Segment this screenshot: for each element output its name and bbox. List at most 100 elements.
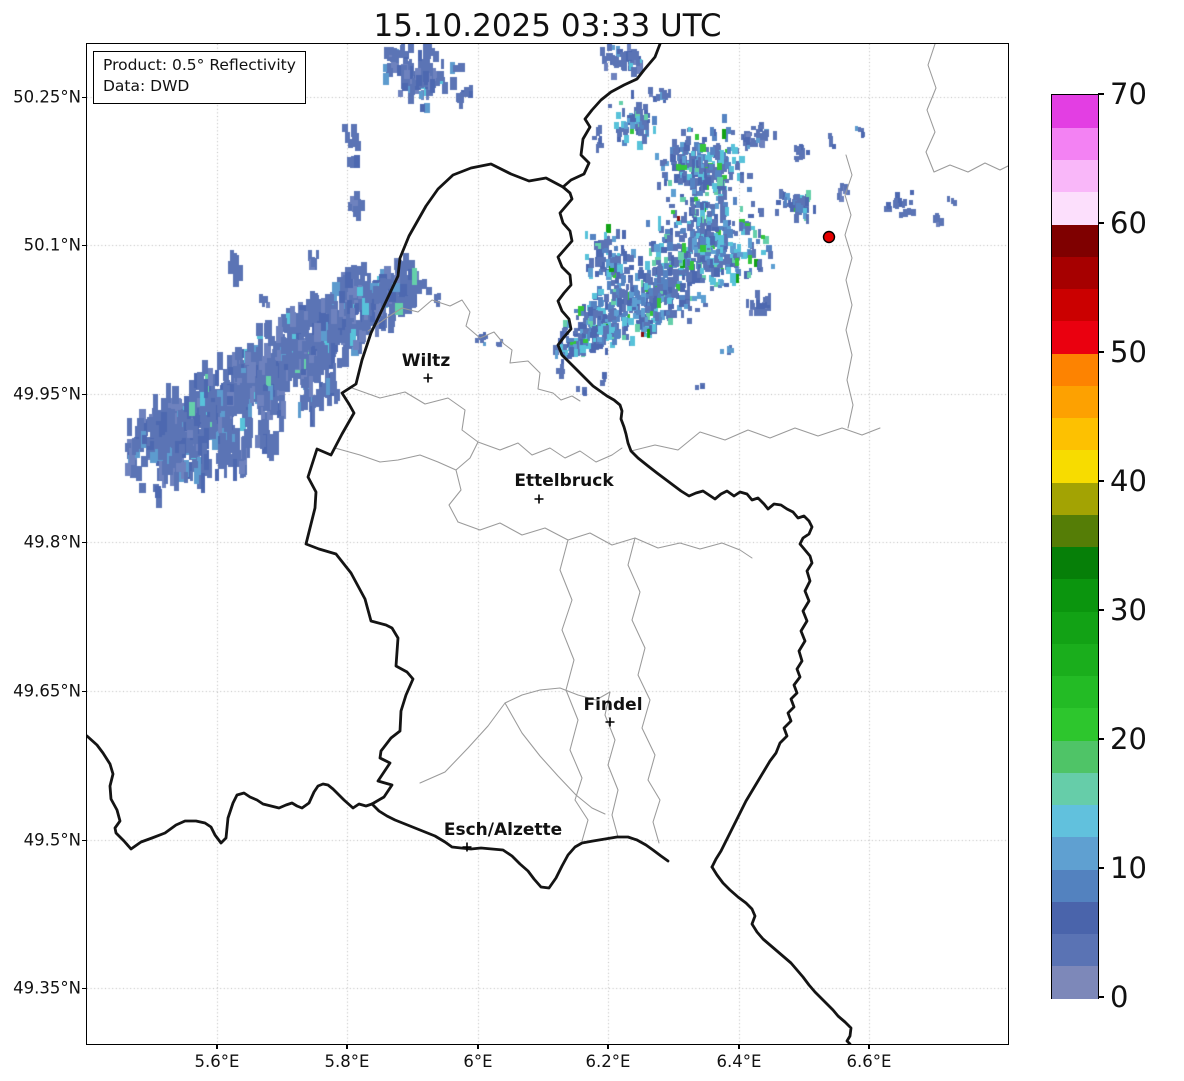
colorbar-segment [1052,772,1098,805]
product-info-box: Product: 0.5° Reflectivity Data: DWD [93,51,306,104]
colorbar-segment [1052,353,1098,386]
district-border-line [477,441,623,463]
colorbar-tick-mark [1098,738,1105,740]
product-line: Product: 0.5° Reflectivity [103,56,296,74]
colorbar-segment [1052,514,1098,547]
colorbar-segment [1052,933,1098,967]
colorbar-segment [1052,578,1098,612]
colorbar-tick-mark [1098,609,1105,611]
city-label-wiltz: Wiltz [401,351,451,371]
data-source-line: Data: DWD [103,77,190,96]
colorbar-segment [1052,482,1098,515]
reflectivity-colorbar [1051,94,1099,999]
lat-tick-label: 49.95°N [13,384,81,404]
colorbar-segment [1052,546,1098,580]
lon-tick-label: 6.2°E [585,1052,631,1071]
lat-tick-label: 50.25°N [13,87,81,107]
colorbar-tick-mark [1098,480,1105,482]
colorbar-tick-mark [1098,93,1105,95]
lat-tick-mark [82,987,87,989]
lon-tick-mark [868,1044,870,1049]
colorbar-segment [1052,320,1098,354]
colorbar-segment [1052,869,1098,902]
district-border-line [627,537,661,844]
city-marker-cross [605,717,615,727]
colorbar-segment [1052,675,1098,709]
colorbar-segment [1052,288,1098,322]
lat-tick-mark [82,96,87,98]
city-label-ettelbruck: Ettelbruck [514,471,614,491]
colorbar-segment [1052,385,1098,418]
colorbar-segment [1052,611,1098,644]
district-border-line [933,162,1008,173]
city-marker-cross [534,494,544,504]
colorbar-segment [1052,740,1098,773]
lat-tick-label: 49.65°N [13,681,81,701]
lon-tick-mark [346,1044,348,1049]
district-border-line [367,299,581,402]
country-border-line [370,802,670,890]
lat-tick-mark [82,541,87,543]
colorbar-segment [1052,643,1098,676]
lat-tick-label: 49.8°N [23,532,81,552]
colorbar-segment [1052,449,1098,483]
lat-tick-mark [82,690,87,692]
colorbar-tick-label: 50 [1110,335,1147,369]
country-border-line [304,162,565,806]
lat-tick-mark [82,393,87,395]
lat-tick-label: 50.1°N [23,235,81,255]
district-border-line [504,702,606,815]
lon-tick-label: 6°E [463,1052,493,1071]
radar-reflectivity-canvas [87,44,1008,1044]
colorbar-segment [1052,127,1098,160]
lon-tick-label: 5.8°E [324,1052,370,1071]
district-border-line [334,447,457,471]
colorbar-tick-label: 40 [1110,464,1147,498]
lat-tick-mark [82,244,87,246]
district-border-line [925,44,937,173]
lon-tick-label: 5.6°E [194,1052,240,1071]
lon-tick-label: 6.4°E [716,1052,762,1071]
colorbar-segment [1052,256,1098,289]
colorbar-tick-label: 20 [1110,722,1147,756]
colorbar-segment [1052,191,1098,225]
city-label-esch-alzette: Esch/Alzette [443,820,563,840]
colorbar-tick-mark [1098,867,1105,869]
colorbar-segment [1052,224,1098,257]
colorbar-tick-label: 10 [1110,851,1147,885]
lon-tick-mark [738,1044,740,1049]
lat-tick-label: 49.5°N [23,830,81,850]
colorbar-segment [1052,901,1098,934]
colorbar-tick-label: 70 [1110,77,1147,111]
colorbar-tick-label: 60 [1110,206,1147,240]
lon-tick-mark [477,1044,479,1049]
radar-site-dot [822,230,836,244]
lon-tick-mark [216,1044,218,1049]
district-border-line [604,691,619,838]
colorbar-segment [1052,836,1098,870]
lon-tick-label: 6.6°E [846,1052,892,1071]
colorbar-tick-mark [1098,351,1105,353]
colorbar-tick-label: 30 [1110,593,1147,627]
lat-tick-label: 49.35°N [13,978,81,998]
district-border-line [419,687,611,784]
colorbar-segment [1052,417,1098,451]
colorbar-tick-mark [1098,222,1105,224]
district-border-line [559,539,589,842]
colorbar-segment [1052,159,1098,193]
city-label-findel: Findel [583,695,643,715]
colorbar-segment [1052,804,1098,838]
lon-tick-mark [607,1044,609,1049]
district-border-line [844,154,854,429]
country-border-line [710,865,853,1044]
district-border-line [457,521,753,559]
colorbar-tick-label: 0 [1110,980,1129,1014]
city-marker-cross [423,373,433,383]
colorbar-segment [1052,95,1098,128]
country-border-line [87,734,374,851]
country-border-line [561,44,662,189]
colorbar-segment [1052,707,1098,741]
district-border-line [351,387,479,523]
